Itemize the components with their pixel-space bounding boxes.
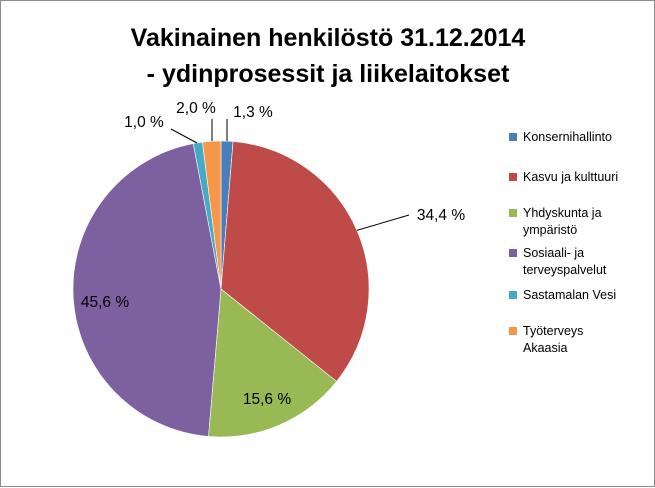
pie-slice-työterveys-akaasia: [202, 140, 222, 290]
legend-label-sastamalan-vesi: Sastamalan Vesi: [523, 288, 616, 302]
legend-swatch-yhdyskunta-ja-ympäristö: [509, 209, 517, 217]
legend-label-työterveys-akaasia: Työterveys: [523, 324, 583, 338]
legend-swatch-konsernihallinto: [509, 133, 517, 141]
legend-swatch-sastamalan-vesi: [509, 291, 517, 299]
legend-label-sosiaali-ja-terveyspalvelut-line-2: terveyspalvelut: [523, 263, 607, 277]
legend-label-yhdyskunta-ja-ympäristö-line-2: ympäristö: [523, 223, 577, 237]
data-label-sastamalan-vesi: 1,0 %: [124, 114, 164, 131]
legend-item-sosiaali-ja-terveyspalvelut: Sosiaali- ja terveyspalvelut: [509, 246, 607, 277]
leader-line-sastamalan-vesi: [170, 128, 198, 144]
legend-label-sosiaali-ja-terveyspalvelut: Sosiaali- ja: [523, 246, 584, 260]
data-label-konsernihallinto: 1,3 %: [233, 104, 273, 121]
legend-item-sastamalan-vesi: Sastamalan Vesi: [509, 288, 616, 302]
leader-line-kasvu-ja-kulttuuri: [356, 214, 410, 231]
legend-label-työterveys-akaasia-line-2: Akaasia: [523, 341, 568, 355]
data-label-sosiaali-ja-terveyspalvelut: 45,6 %: [81, 294, 129, 311]
legend-item-työterveys-akaasia: Työterveys Akaasia: [509, 324, 583, 355]
pie-slice-sosiaali-ja-terveyspalvelut: [72, 143, 222, 437]
pie-slice-yhdyskunta-ja-ympäristö: [208, 288, 338, 438]
data-label-yhdyskunta-ja-ympäristö: 15,6 %: [243, 391, 291, 408]
legend-label-yhdyskunta-ja-ympäristö: Yhdyskunta ja: [523, 206, 602, 220]
legend-item-konsernihallinto: Konsernihallinto: [509, 130, 612, 144]
legend-item-yhdyskunta-ja-ympäristö: Yhdyskunta ja ympäristö: [509, 206, 602, 237]
legend: Konsernihallinto Kasvu ja kulttuuri Yhdysk…: [509, 130, 618, 355]
leader-lines: [170, 119, 410, 231]
data-label-kasvu-ja-kulttuuri: 34,4 %: [417, 207, 465, 224]
legend-label-konsernihallinto: Konsernihallinto: [523, 130, 612, 144]
legend-swatch-kasvu-ja-kulttuuri: [509, 173, 517, 181]
data-labels: 1,3 % 34,4 % 15,6 % 45,6 % 1,0 % 2,0 %: [81, 100, 465, 408]
chart-subtitle: - ydinprosessit ja liikelaitokset: [147, 60, 510, 88]
legend-swatch-sosiaali-ja-terveyspalvelut: [509, 249, 517, 257]
legend-label-kasvu-ja-kulttuuri: Kasvu ja kulttuuri: [523, 170, 618, 184]
legend-item-kasvu-ja-kulttuuri: Kasvu ja kulttuuri: [509, 170, 618, 184]
chart-title: Vakinainen henkilöstö 31.12.2014: [131, 24, 526, 52]
pie-slices: [72, 140, 370, 438]
data-label-työterveys-akaasia: 2,0 %: [176, 100, 216, 117]
legend-swatch-työterveys-akaasia: [509, 327, 517, 335]
